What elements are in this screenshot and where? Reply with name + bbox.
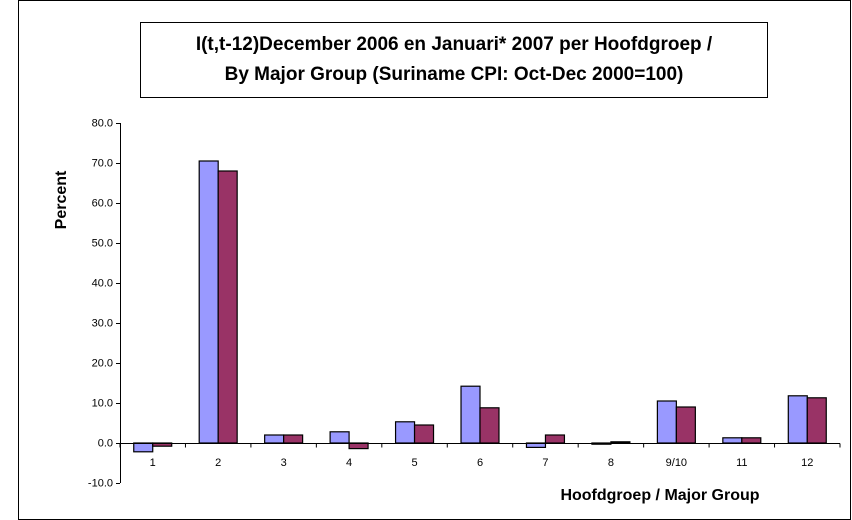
bar: [394, 421, 416, 444]
x-tick-label: 3: [281, 457, 287, 469]
bar: [675, 406, 696, 444]
x-tick-label: 4: [346, 457, 352, 469]
y-tick-label: 40.0: [92, 277, 113, 289]
bar: [656, 400, 677, 444]
bar: [264, 434, 285, 444]
bar: [806, 397, 827, 444]
bar: [479, 407, 500, 444]
y-tick-label: 20.0: [92, 357, 113, 369]
y-tick-label: 30.0: [92, 317, 113, 329]
y-tick-label: 70.0: [92, 157, 113, 169]
bar: [329, 431, 350, 444]
bar: [283, 434, 304, 444]
y-axis-label: Percent: [53, 170, 70, 229]
x-tick-label: 5: [411, 457, 417, 469]
bar: [133, 442, 154, 453]
x-tick-label: 6: [477, 457, 483, 469]
x-tick-label: 12: [801, 457, 813, 469]
x-tick-label: 7: [542, 457, 548, 469]
x-tick-label: 9/10: [666, 457, 687, 469]
bar: [741, 437, 762, 444]
bar: [460, 385, 481, 444]
bar: [610, 441, 631, 444]
y-tick-label: 60.0: [92, 197, 113, 209]
x-axis-label: Hoofdgroep / Major Group: [560, 487, 759, 504]
y-tick-label: 0.0: [98, 437, 113, 449]
bar: [198, 160, 219, 444]
x-tick-label: 2: [215, 457, 221, 469]
y-tick-label: 50.0: [92, 237, 113, 249]
bar: [544, 434, 566, 444]
bar: [787, 395, 808, 444]
chart-title: I(t,t-12)December 2006 en Januari* 2007 …: [196, 34, 713, 55]
bar: [722, 437, 743, 444]
x-tick-label: 1: [150, 457, 156, 469]
bar: [413, 424, 435, 444]
x-tick-label: 11: [736, 457, 747, 469]
chart-title: By Major Group (Suriname CPI: Oct-Dec 20…: [225, 64, 684, 85]
y-tick-label: 10.0: [92, 397, 113, 409]
bar: [217, 170, 238, 444]
y-tick-label: -10.0: [88, 477, 113, 489]
x-tick-label: 8: [608, 457, 614, 469]
y-tick-label: 80.0: [92, 117, 113, 129]
title-box: [140, 22, 768, 98]
